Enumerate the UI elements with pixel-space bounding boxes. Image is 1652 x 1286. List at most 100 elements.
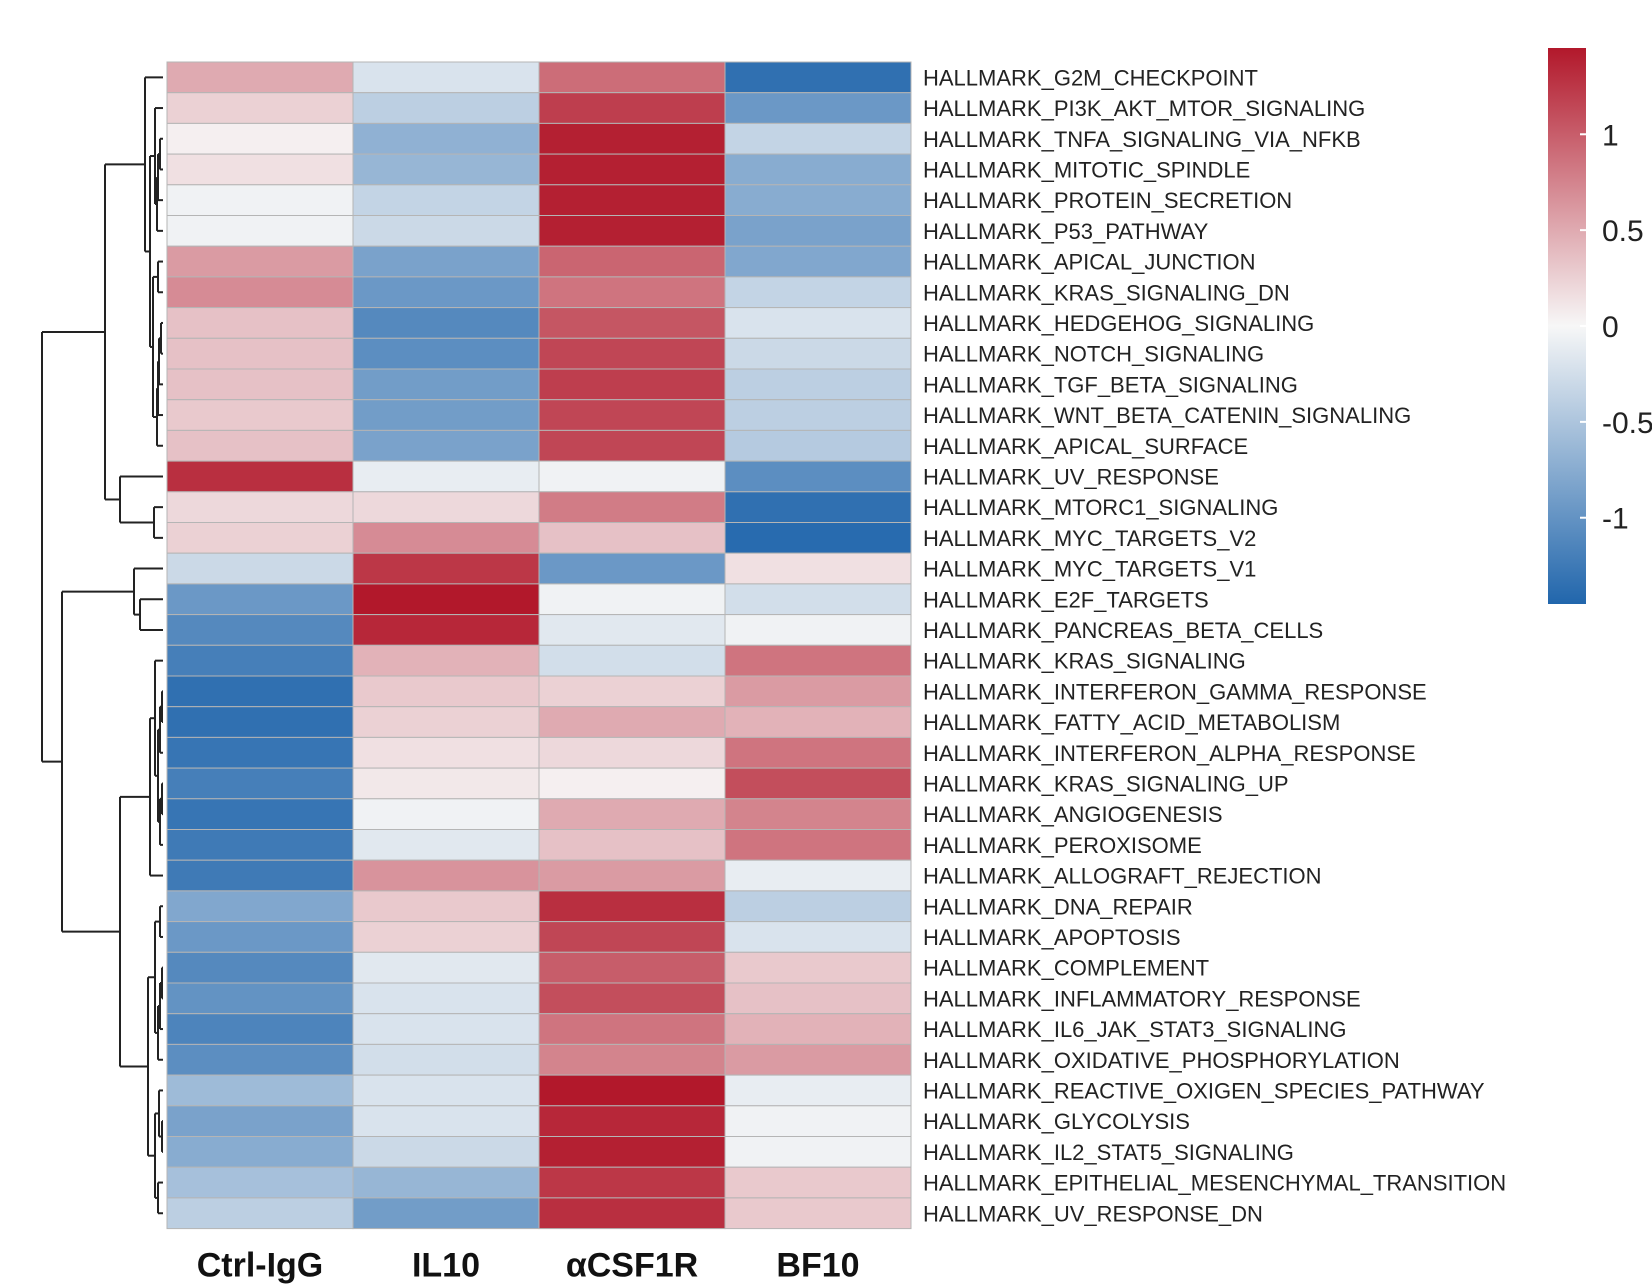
heatmap-cell xyxy=(538,798,726,830)
heatmap-cell xyxy=(166,153,354,186)
row-dendrogram xyxy=(41,76,163,1215)
heatmap-cell xyxy=(724,522,912,554)
heatmap-cell xyxy=(166,890,354,923)
heatmap-cell xyxy=(166,951,354,984)
heatmap-cell xyxy=(724,153,912,186)
heatmap-cell xyxy=(352,1136,540,1168)
heatmap-cell xyxy=(352,767,540,800)
color-scale-legend: 1 0.5 0 -0.5 -1 xyxy=(1548,48,1652,604)
heatmap-cell xyxy=(352,583,540,616)
heatmap-cell xyxy=(352,1166,540,1199)
heatmap-cell xyxy=(352,1013,540,1045)
heatmap-cell xyxy=(352,552,540,585)
row-label: HALLMARK_EPITHELIAL_MESENCHYMAL_TRANSITI… xyxy=(923,1171,1506,1196)
column-labels: Ctrl-IgG IL10 αCSF1R BF10 xyxy=(197,1247,860,1285)
heatmap-cell xyxy=(352,215,540,247)
heatmap-cell xyxy=(724,368,912,401)
row-label: HALLMARK_APOPTOSIS xyxy=(923,925,1181,950)
row-label: HALLMARK_MTORC1_SIGNALING xyxy=(923,495,1278,520)
heatmap-cell xyxy=(166,1166,354,1199)
heatmap-cell xyxy=(724,736,912,769)
heatmap-cell xyxy=(166,399,354,431)
heatmap-cell xyxy=(724,1166,912,1199)
heatmap-cell xyxy=(724,583,912,616)
heatmap-cell xyxy=(724,798,912,830)
legend-tick-label: -0.5 xyxy=(1602,407,1652,440)
row-labels: HALLMARK_G2M_CHECKPOINT HALLMARK_PI3K_AKT… xyxy=(923,65,1506,1226)
heatmap-cell xyxy=(538,859,726,892)
heatmap-cell xyxy=(538,1166,726,1199)
heatmap-cell xyxy=(352,890,540,923)
heatmap-cell xyxy=(166,982,354,1015)
heatmap-cell xyxy=(724,951,912,984)
heatmap-cell xyxy=(538,276,726,309)
heatmap-cell xyxy=(352,522,540,554)
heatmap-cell xyxy=(538,460,726,493)
column-label: IL10 xyxy=(412,1247,480,1285)
row-label: HALLMARK_HEDGEHOG_SIGNALING xyxy=(923,311,1314,336)
heatmap-cell xyxy=(166,583,354,616)
heatmap-cell xyxy=(538,736,726,769)
row-label: HALLMARK_MITOTIC_SPINDLE xyxy=(923,157,1250,182)
row-label: HALLMARK_FATTY_ACID_METABOLISM xyxy=(923,710,1340,735)
heatmap-cell xyxy=(724,491,912,523)
heatmap-cell xyxy=(352,1105,540,1138)
row-label: HALLMARK_MYC_TARGETS_V2 xyxy=(923,526,1256,551)
heatmap-cell xyxy=(166,122,354,155)
heatmap-cell xyxy=(538,337,726,370)
heatmap-cell xyxy=(538,61,726,94)
heatmap-cell xyxy=(538,122,726,155)
heatmap-cell xyxy=(724,1197,912,1230)
heatmap-cell xyxy=(724,767,912,800)
heatmap-cell xyxy=(352,798,540,830)
row-label: HALLMARK_INFLAMMATORY_RESPONSE xyxy=(923,986,1361,1011)
heatmap-cell xyxy=(166,460,354,493)
heatmap-cell xyxy=(724,215,912,247)
row-label: HALLMARK_TGF_BETA_SIGNALING xyxy=(923,372,1298,397)
heatmap-cell xyxy=(166,1013,354,1045)
heatmap-cell xyxy=(352,982,540,1015)
heatmap-cell xyxy=(724,429,912,462)
heatmap-cell xyxy=(166,1197,354,1230)
row-label: HALLMARK_PROTEIN_SECRETION xyxy=(923,188,1292,213)
heatmap-cell xyxy=(166,368,354,401)
heatmap-cell xyxy=(538,215,726,247)
row-label: HALLMARK_INTERFERON_GAMMA_RESPONSE xyxy=(923,679,1427,704)
heatmap-cell xyxy=(166,829,354,861)
heatmap-cell xyxy=(166,736,354,769)
row-label: HALLMARK_UV_RESPONSE_DN xyxy=(923,1201,1263,1226)
row-label: HALLMARK_PANCREAS_BETA_CELLS xyxy=(923,618,1323,643)
row-label: HALLMARK_PI3K_AKT_MTOR_SIGNALING xyxy=(923,96,1365,121)
heatmap-cell xyxy=(538,92,726,124)
row-label: HALLMARK_KRAS_SIGNALING xyxy=(923,649,1246,674)
row-label: HALLMARK_KRAS_SIGNALING_UP xyxy=(923,771,1289,796)
color-scale-bar xyxy=(1548,48,1586,604)
heatmap-cell xyxy=(724,982,912,1015)
row-label: HALLMARK_ALLOGRAFT_REJECTION xyxy=(923,864,1322,889)
row-label: HALLMARK_NOTCH_SIGNALING xyxy=(923,342,1264,367)
heatmap-cell xyxy=(352,460,540,493)
heatmap-cell xyxy=(724,460,912,493)
heatmap-cell xyxy=(166,61,354,94)
heatmap-cell xyxy=(352,276,540,309)
row-label: HALLMARK_WNT_BETA_CATENIN_SIGNALING xyxy=(923,403,1411,428)
heatmap-cell xyxy=(724,1074,912,1107)
row-label: HALLMARK_APICAL_SURFACE xyxy=(923,434,1248,459)
row-label: HALLMARK_APICAL_JUNCTION xyxy=(923,250,1256,275)
heatmap-cell xyxy=(538,921,726,953)
heatmap-cell xyxy=(166,767,354,800)
heatmap-cell xyxy=(538,184,726,217)
heatmap-cell xyxy=(538,767,726,800)
heatmap-cell xyxy=(352,1043,540,1076)
heatmap-cell xyxy=(724,675,912,708)
heatmap-cell xyxy=(352,829,540,861)
heatmap-cell xyxy=(724,859,912,892)
heatmap-cell xyxy=(352,61,540,94)
column-label: αCSF1R xyxy=(566,1247,698,1285)
heatmap-cell xyxy=(538,982,726,1015)
heatmap-cell xyxy=(352,614,540,646)
heatmap-cell xyxy=(538,614,726,646)
heatmap-cell xyxy=(538,307,726,339)
legend-tick-label: 0 xyxy=(1602,311,1619,344)
